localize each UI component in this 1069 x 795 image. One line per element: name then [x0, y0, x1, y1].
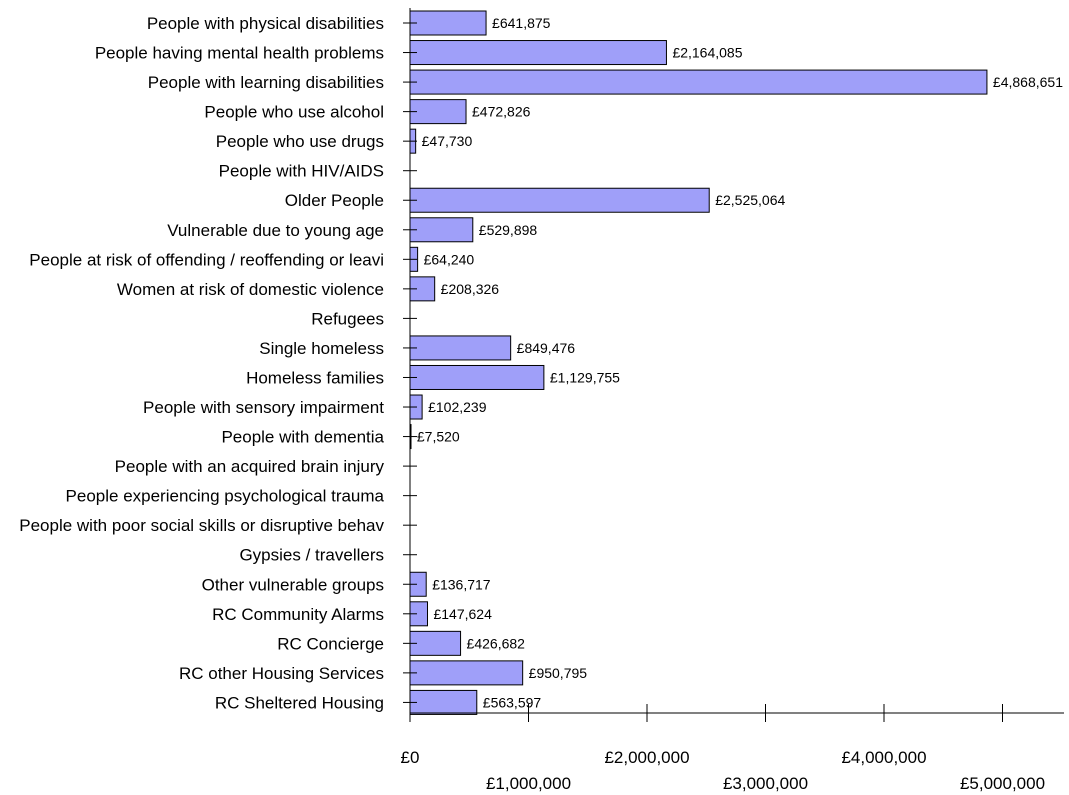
x-tick-label-5: £5,000,000 [960, 774, 1045, 793]
bar-3 [409, 99, 467, 125]
data-label-8: £64,240 [424, 251, 475, 267]
x-tick-label-0: £0 [401, 748, 420, 767]
category-label-17: People with poor social skills or disrup… [19, 516, 384, 535]
category-label-12: Homeless families [246, 368, 384, 387]
category-label-5: People with HIV/AIDS [219, 162, 384, 181]
data-label-6: £2,525,064 [715, 192, 785, 208]
data-label-20: £147,624 [433, 606, 492, 622]
data-label-13: £102,239 [428, 399, 487, 415]
category-label-1: People having mental health problems [95, 44, 384, 63]
category-label-13: People with sensory impairment [143, 398, 384, 417]
data-labels-group: £641,875 £2,164,085 £4,868,651 £472,826 £47,… [417, 15, 1063, 710]
category-labels-group: People with physical disabilities People … [19, 14, 384, 712]
bar-2 [409, 69, 988, 95]
category-label-3: People who use alcohol [204, 103, 384, 122]
bar-21 [409, 630, 462, 656]
bar-6 [409, 187, 710, 213]
bars-group [409, 10, 988, 715]
bar-0 [409, 10, 487, 36]
category-label-6: Older People [285, 191, 384, 210]
data-label-19: £136,717 [432, 576, 491, 592]
category-label-22: RC other Housing Services [179, 664, 384, 683]
bar-11 [409, 335, 512, 361]
x-tick-label-1: £1,000,000 [486, 774, 571, 793]
bar-12 [409, 364, 545, 390]
data-label-9: £208,326 [441, 281, 500, 297]
data-label-1: £2,164,085 [672, 45, 742, 61]
data-label-21: £426,682 [467, 635, 526, 651]
category-label-14: People with dementia [221, 428, 384, 447]
data-label-11: £849,476 [517, 340, 576, 356]
data-label-14: £7,520 [417, 429, 460, 445]
data-label-23: £563,597 [483, 694, 542, 710]
x-tick-label-3: £3,000,000 [723, 774, 808, 793]
data-label-7: £529,898 [479, 222, 538, 238]
category-label-19: Other vulnerable groups [202, 575, 384, 594]
data-label-2: £4,868,651 [993, 74, 1063, 90]
data-label-3: £472,826 [472, 104, 531, 120]
category-label-11: Single homeless [259, 339, 384, 358]
category-label-9: Women at risk of domestic violence [117, 280, 384, 299]
category-label-16: People experiencing psychological trauma [66, 487, 385, 506]
x-tick-label-2: £2,000,000 [604, 748, 689, 767]
axes-group [409, 8, 1064, 714]
bar-22 [409, 660, 524, 686]
data-label-22: £950,795 [529, 665, 588, 681]
x-ticks-group [409, 704, 1003, 722]
bar-1 [409, 40, 667, 66]
bar-7 [409, 217, 474, 243]
category-label-7: Vulnerable due to young age [167, 221, 384, 240]
x-tick-labels-group: £0 £1,000,000 £2,000,000 £3,000,000 £4,000,0… [401, 748, 1046, 793]
category-label-18: Gypsies / travellers [239, 546, 384, 565]
data-label-0: £641,875 [492, 15, 551, 31]
data-label-4: £47,730 [422, 133, 473, 149]
category-label-20: RC Community Alarms [212, 605, 384, 624]
category-label-8: People at risk of offending / reoffendin… [29, 250, 384, 269]
category-label-10: Refugees [311, 309, 384, 328]
category-label-15: People with an acquired brain injury [115, 457, 385, 476]
x-tick-label-4: £4,000,000 [841, 748, 926, 767]
category-label-21: RC Concierge [277, 634, 384, 653]
data-label-12: £1,129,755 [550, 369, 620, 385]
category-label-23: RC Sheltered Housing [215, 693, 384, 712]
bar-23 [409, 689, 478, 715]
category-label-2: People with learning disabilities [148, 73, 384, 92]
y-ticks-group [403, 22, 417, 703]
category-label-0: People with physical disabilities [147, 14, 384, 33]
category-label-4: People who use drugs [216, 132, 384, 151]
